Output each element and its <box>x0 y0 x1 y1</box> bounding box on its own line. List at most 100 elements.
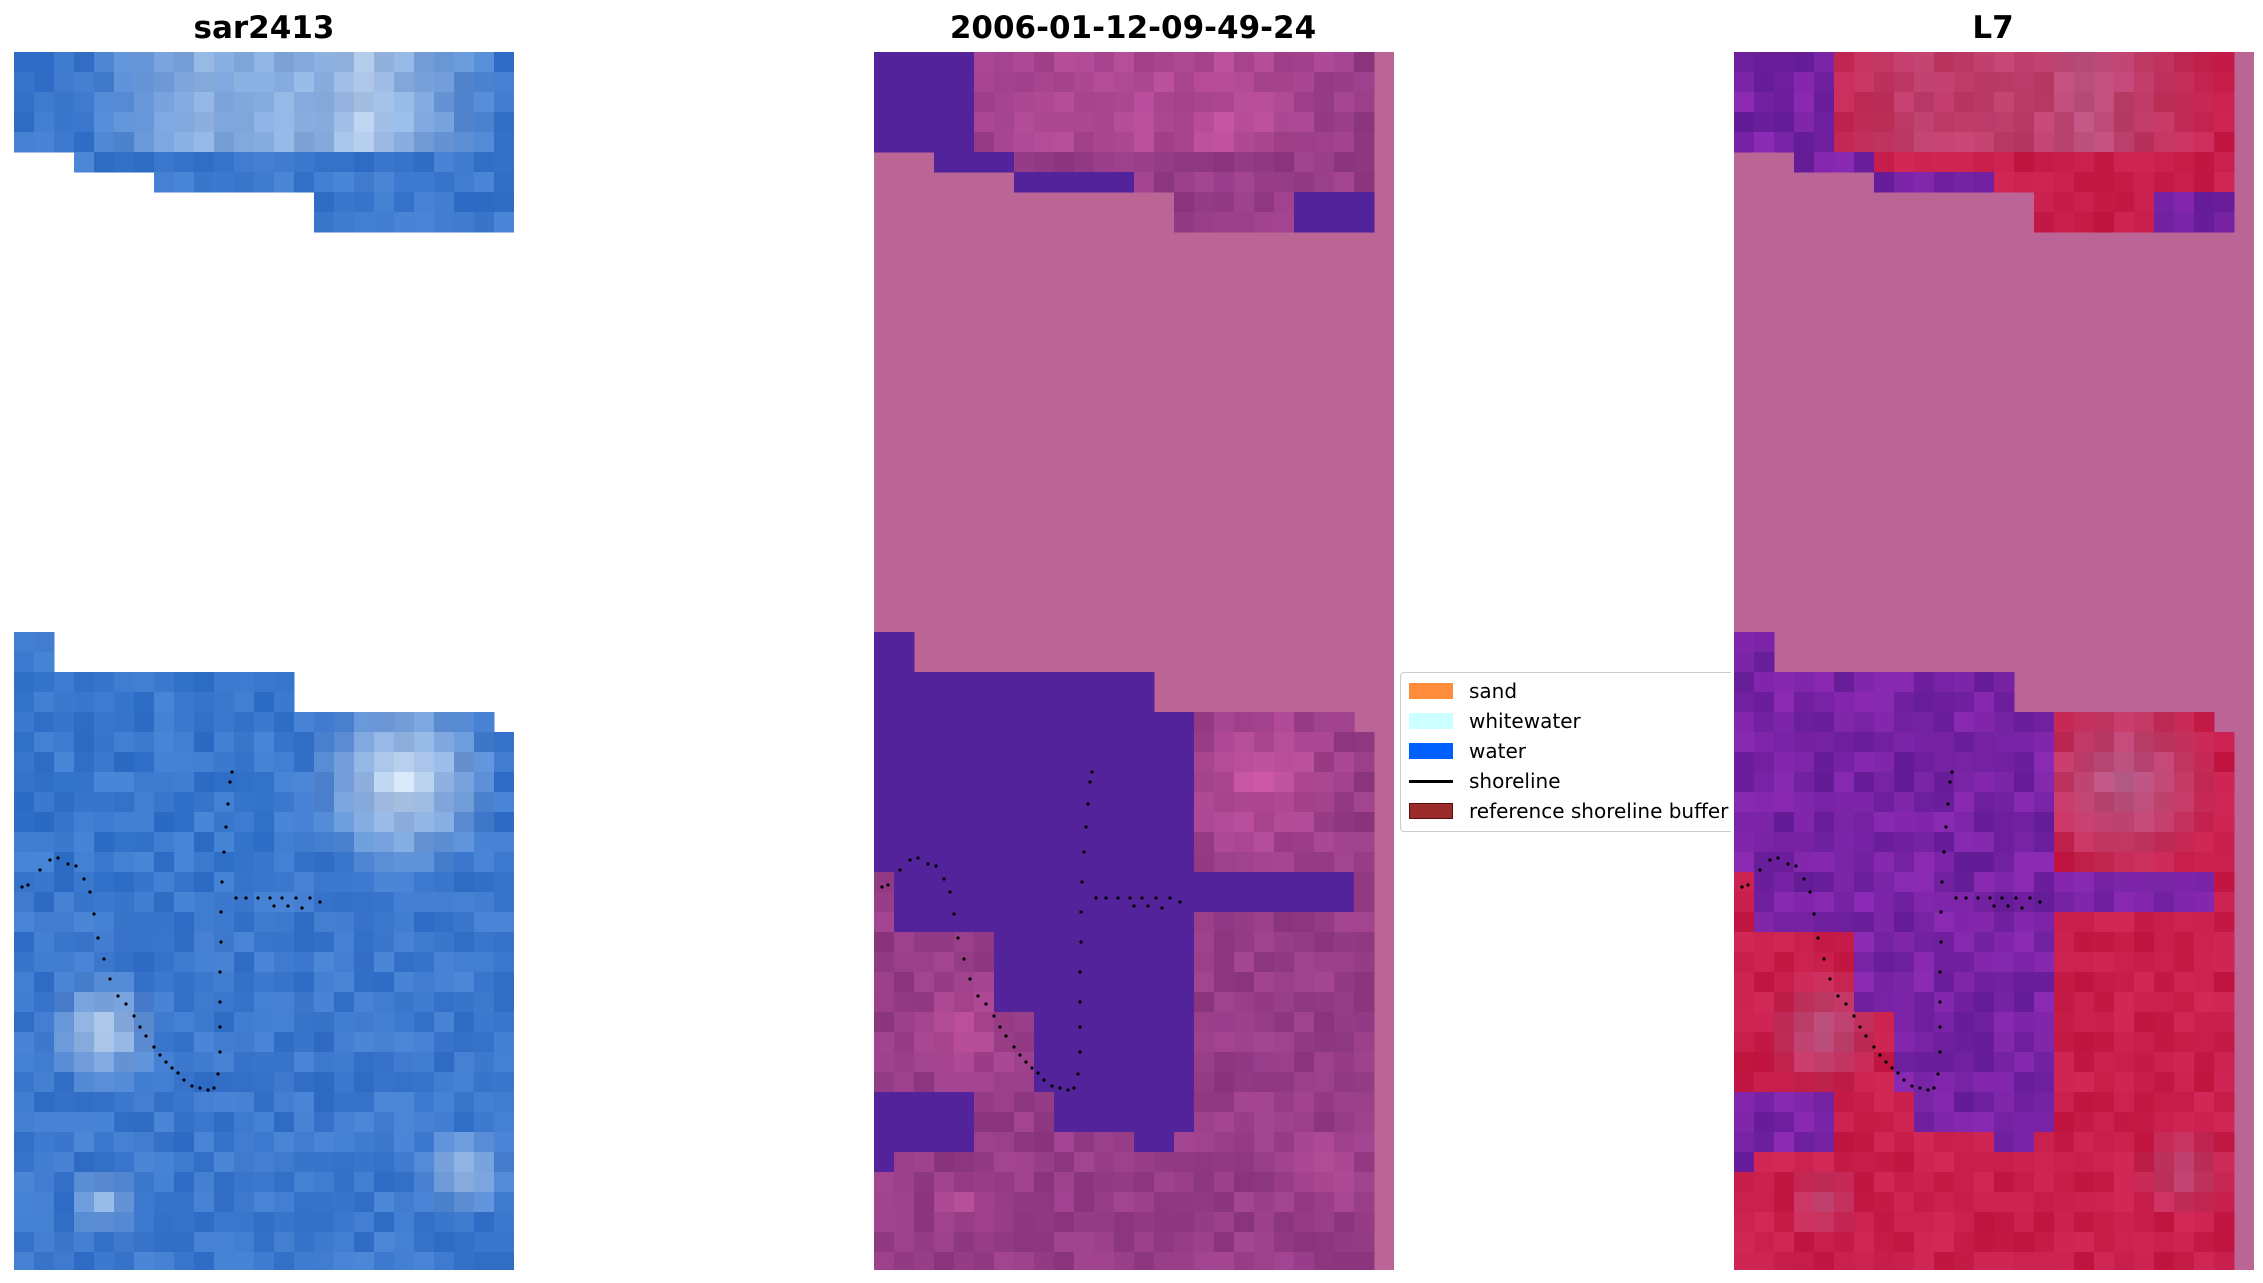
raster-cell <box>174 172 195 193</box>
raster-cell <box>2194 712 2215 733</box>
raster-cell <box>94 1152 115 1173</box>
raster-cell <box>274 992 295 1013</box>
raster-cell <box>474 812 495 833</box>
raster-cell <box>874 1012 895 1033</box>
raster-cell <box>334 732 355 753</box>
raster-cell <box>2014 1152 2035 1173</box>
raster-cell <box>1034 1032 1055 1053</box>
raster-cell <box>2214 932 2235 953</box>
raster-cell <box>1094 1032 1115 1053</box>
raster-cell <box>14 932 35 953</box>
raster-cell <box>1954 72 1975 93</box>
raster-cell <box>314 1032 335 1053</box>
raster-cell <box>394 752 415 773</box>
raster-cell <box>34 972 55 993</box>
classified-image-panel <box>874 52 1394 1270</box>
raster-cell <box>2114 1092 2135 1113</box>
raster-cell <box>94 752 115 773</box>
raster-cell <box>334 1132 355 1153</box>
raster-cell <box>1154 712 1175 733</box>
raster-cell <box>2154 852 2175 873</box>
raster-cell <box>1834 1032 1855 1053</box>
raster-cell <box>1034 772 1055 793</box>
shoreline-point <box>2006 904 2010 908</box>
raster-cell <box>1234 792 1255 813</box>
raster-cell <box>1074 72 1095 93</box>
raster-cell <box>114 1152 135 1173</box>
raster-cell <box>1974 752 1995 773</box>
raster-cell <box>2194 952 2215 973</box>
raster-cell <box>1994 1012 2015 1033</box>
raster-cell <box>474 712 495 733</box>
raster-cell <box>1314 72 1335 93</box>
raster-cell <box>494 1112 514 1133</box>
shoreline-point <box>1036 1071 1040 1075</box>
raster-cell <box>2134 92 2155 113</box>
raster-cell <box>1854 92 1875 113</box>
raster-cell <box>1014 1192 1035 1213</box>
raster-cell <box>354 772 375 793</box>
raster-cell <box>2054 792 2075 813</box>
raster-cell <box>2034 1012 2055 1033</box>
raster-cell <box>2174 812 2195 833</box>
raster-cell <box>434 832 455 853</box>
raster-cell <box>1354 1112 1375 1133</box>
raster-cell <box>274 1232 295 1253</box>
raster-cell <box>1894 752 1915 773</box>
raster-cell <box>154 912 175 933</box>
raster-cell <box>1334 852 1355 873</box>
raster-cell <box>1994 1072 2015 1093</box>
raster-cell <box>2194 892 2215 913</box>
raster-cell <box>134 772 155 793</box>
raster-cell <box>1354 1232 1375 1253</box>
raster-cell <box>254 1232 275 1253</box>
raster-cell <box>414 132 435 153</box>
raster-cell <box>214 772 235 793</box>
raster-cell <box>434 1192 455 1213</box>
raster-cell <box>494 72 514 93</box>
raster-cell <box>254 1172 275 1193</box>
raster-cell <box>1034 1132 1055 1153</box>
raster-cell <box>1054 1072 1075 1093</box>
shoreline-point <box>92 912 96 916</box>
raster-cell <box>2134 752 2155 773</box>
raster-cell <box>414 1032 435 1053</box>
raster-cell <box>274 872 295 893</box>
raster-cell <box>1074 152 1095 173</box>
raster-cell <box>114 812 135 833</box>
raster-cell <box>1314 1052 1335 1073</box>
raster-cell <box>1094 932 1115 953</box>
raster-cell <box>1974 912 1995 933</box>
raster-cell <box>274 1252 295 1270</box>
raster-cell <box>914 772 935 793</box>
raster-cell <box>1894 812 1915 833</box>
raster-cell <box>134 1092 155 1113</box>
raster-cell <box>954 892 975 913</box>
raster-cell <box>294 52 315 73</box>
raster-cell <box>34 1132 55 1153</box>
raster-cell <box>1874 712 1895 733</box>
raster-cell <box>454 1172 475 1193</box>
raster-cell <box>1994 132 2015 153</box>
raster-cell <box>1134 1232 1155 1253</box>
raster-cell <box>2134 1132 2155 1153</box>
raster-cell <box>394 1012 415 1033</box>
raster-cell <box>1814 832 1835 853</box>
raster-cell <box>1194 912 1215 933</box>
raster-cell <box>954 752 975 773</box>
raster-cell <box>2014 712 2035 733</box>
raster-cell <box>2214 1072 2235 1093</box>
raster-cell <box>54 972 75 993</box>
raster-cell <box>894 852 915 873</box>
raster-cell <box>154 1132 175 1153</box>
raster-cell <box>2174 1132 2195 1153</box>
raster-cell <box>254 92 275 113</box>
raster-cell <box>254 1132 275 1153</box>
raster-cell <box>1174 752 1195 773</box>
raster-cell <box>34 932 55 953</box>
raster-cell <box>2214 772 2235 793</box>
raster-cell <box>1194 972 1215 993</box>
raster-cell <box>294 92 315 113</box>
raster-cell <box>234 1152 255 1173</box>
raster-cell <box>54 692 75 713</box>
